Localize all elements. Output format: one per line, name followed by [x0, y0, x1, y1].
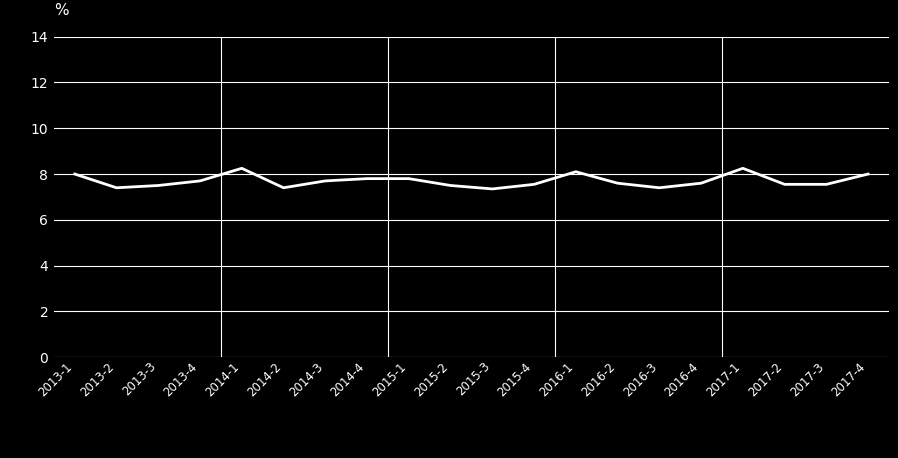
Text: %: % [54, 3, 68, 18]
